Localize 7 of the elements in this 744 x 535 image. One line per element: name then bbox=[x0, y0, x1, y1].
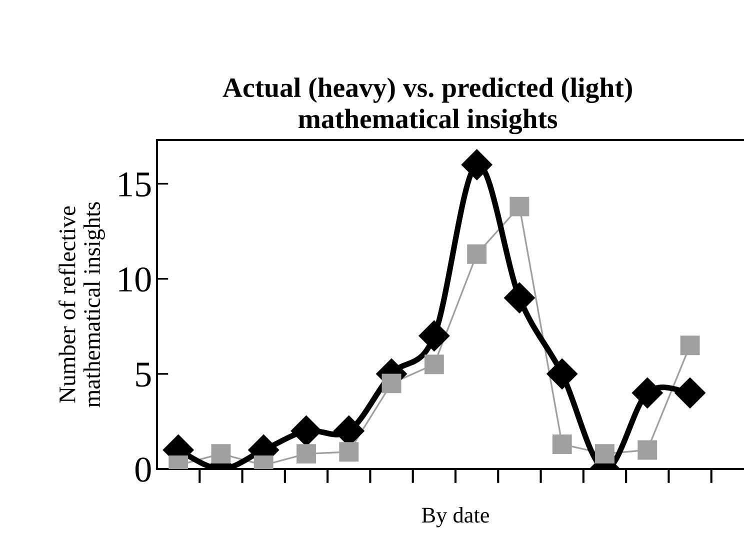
y-axis-title: Number of reflective mathematical insights bbox=[58, 202, 105, 408]
y-tick-label: 5 bbox=[136, 362, 151, 387]
chart-title: Actual (heavy) vs. predicted (light) mathematical insights bbox=[222, 78, 632, 134]
y-tick-label: 10 bbox=[119, 267, 151, 292]
y-tick-label: 15 bbox=[119, 172, 151, 197]
y-tick-label: 0 bbox=[135, 458, 151, 482]
x-axis-title: By date bbox=[422, 507, 489, 528]
